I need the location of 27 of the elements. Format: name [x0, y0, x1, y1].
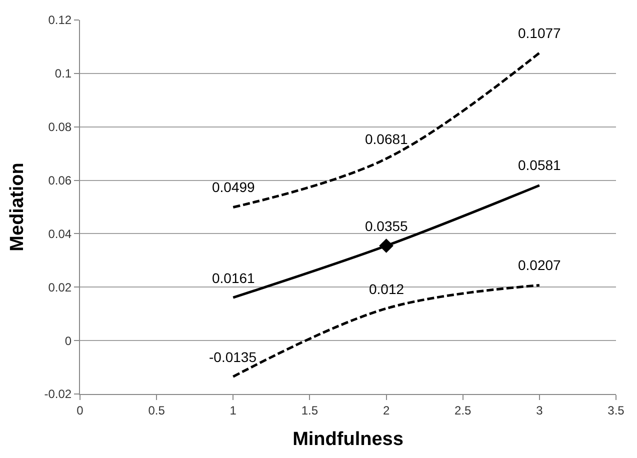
y-tick-label: 0.12	[48, 13, 72, 28]
data-label: 0.0355	[365, 218, 408, 234]
y-tick-label: 0	[64, 334, 72, 348]
data-label: 0.1077	[518, 25, 562, 41]
data-label: 0.0161	[212, 270, 256, 286]
data-label: 0.0207	[518, 257, 562, 273]
data-label: 0.0499	[212, 179, 256, 195]
x-tick-label: 0	[76, 403, 84, 418]
x-tick-label: 2.5	[454, 403, 472, 418]
x-tick-label: 3	[536, 403, 544, 418]
data-label: -0.0135	[209, 349, 257, 365]
data-label: 0.012	[369, 281, 404, 297]
y-tick-label: 0.1	[54, 66, 72, 81]
data-label: 0.0681	[365, 131, 408, 147]
y-tick-label: 0.08	[48, 120, 72, 134]
x-tick-label: 3.5	[608, 403, 625, 418]
y-axis-title: Mediation	[7, 162, 28, 252]
y-tick-label: 0.06	[48, 173, 72, 188]
y-tick-label: 0.02	[48, 280, 72, 294]
x-tick-label: 1	[230, 403, 237, 418]
x-tick-label: 0.5	[148, 403, 166, 418]
y-tick-label: -0.02	[44, 387, 72, 402]
y-tick-label: 0.04	[48, 226, 72, 241]
x-tick-label: 1.5	[301, 403, 318, 418]
x-tick-label: 2	[382, 403, 390, 418]
x-axis-title: Mindfulness	[292, 429, 404, 450]
data-label: 0.0581	[518, 157, 562, 173]
